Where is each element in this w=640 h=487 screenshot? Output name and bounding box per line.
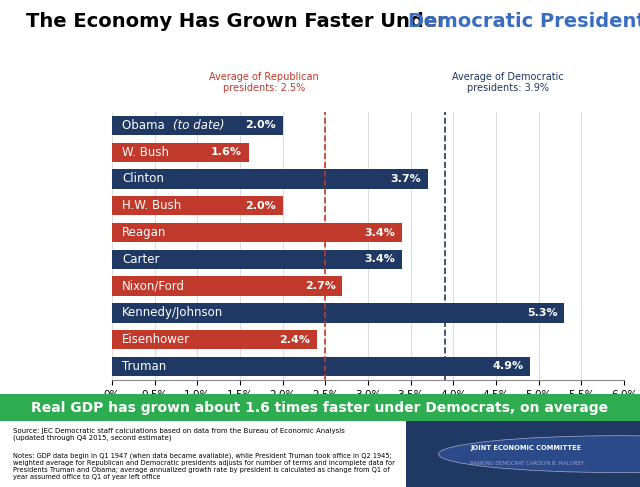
Bar: [112, 303, 564, 322]
Text: Kennedy/Johnson: Kennedy/Johnson: [4, 306, 105, 319]
Text: Nixon/Ford: Nixon/Ford: [122, 280, 185, 293]
FancyBboxPatch shape: [0, 394, 640, 421]
Bar: [112, 357, 530, 376]
Text: 5.3%: 5.3%: [527, 308, 557, 318]
Text: H.W. Bush: H.W. Bush: [46, 199, 105, 212]
Text: Obama: Obama: [122, 119, 169, 132]
FancyBboxPatch shape: [406, 421, 640, 487]
Bar: [112, 277, 342, 296]
Text: Clinton: Clinton: [63, 172, 105, 186]
Text: Truman: Truman: [61, 360, 105, 373]
Text: 3.7%: 3.7%: [390, 174, 421, 184]
Text: Reagan: Reagan: [122, 226, 166, 239]
Text: 2.0%: 2.0%: [245, 201, 276, 211]
Text: Eisenhower: Eisenhower: [122, 333, 190, 346]
Text: 3.4%: 3.4%: [364, 254, 396, 264]
Text: Obama: Obama: [21, 119, 105, 132]
Text: Kennedy/Johnson: Kennedy/Johnson: [122, 306, 223, 319]
Bar: [112, 169, 428, 188]
Text: Nixon/Ford: Nixon/Ford: [42, 280, 105, 293]
Text: The Economy Has Grown Faster Under: The Economy Has Grown Faster Under: [26, 12, 453, 31]
Text: Carter: Carter: [122, 253, 160, 266]
Text: H.W. Bush: H.W. Bush: [122, 199, 182, 212]
Bar: [112, 250, 402, 269]
Text: W. Bush: W. Bush: [122, 146, 169, 159]
Text: Obama: Obama: [59, 119, 105, 132]
Text: JOINT ECONOMIC COMMITTEE: JOINT ECONOMIC COMMITTEE: [470, 445, 582, 450]
Text: 1.6%: 1.6%: [211, 147, 242, 157]
Text: 2.4%: 2.4%: [279, 335, 310, 345]
Text: Eisenhower: Eisenhower: [37, 333, 105, 346]
Text: (to date): (to date): [173, 119, 225, 132]
Text: 3.4%: 3.4%: [364, 227, 396, 238]
Bar: [112, 143, 248, 162]
Text: RANKING DEMOCRAT CAROLYN B. MALONEY: RANKING DEMOCRAT CAROLYN B. MALONEY: [470, 462, 584, 467]
Text: Source: JEC Democratic staff calculations based on data from the Bureau of Econo: Source: JEC Democratic staff calculation…: [13, 428, 345, 441]
Bar: [112, 330, 317, 349]
Text: Democratic Presidents: Democratic Presidents: [408, 12, 640, 31]
Text: 2.7%: 2.7%: [305, 281, 335, 291]
Text: Clinton: Clinton: [122, 172, 164, 186]
Text: Notes: GDP data begin in Q1 1947 (when data became available), while President T: Notes: GDP data begin in Q1 1947 (when d…: [13, 453, 395, 480]
Text: Average of Republican
presidents: 2.5%: Average of Republican presidents: 2.5%: [209, 72, 319, 93]
Text: Real GDP has grown about 1.6 times faster under Democrats, on average: Real GDP has grown about 1.6 times faste…: [31, 401, 609, 415]
Bar: [112, 223, 402, 242]
Circle shape: [438, 436, 640, 472]
Bar: [112, 116, 283, 135]
Text: Truman: Truman: [122, 360, 166, 373]
Bar: [112, 196, 283, 215]
Text: Carter: Carter: [68, 253, 105, 266]
Text: 2.0%: 2.0%: [245, 120, 276, 131]
Text: Reagan: Reagan: [61, 226, 105, 239]
Text: Average of Democratic
presidents: 3.9%: Average of Democratic presidents: 3.9%: [452, 72, 563, 93]
Text: W. Bush: W. Bush: [58, 146, 105, 159]
X-axis label: Average annualized growth rate of real GDP: Average annualized growth rate of real G…: [245, 405, 491, 415]
Text: 4.9%: 4.9%: [492, 361, 524, 372]
